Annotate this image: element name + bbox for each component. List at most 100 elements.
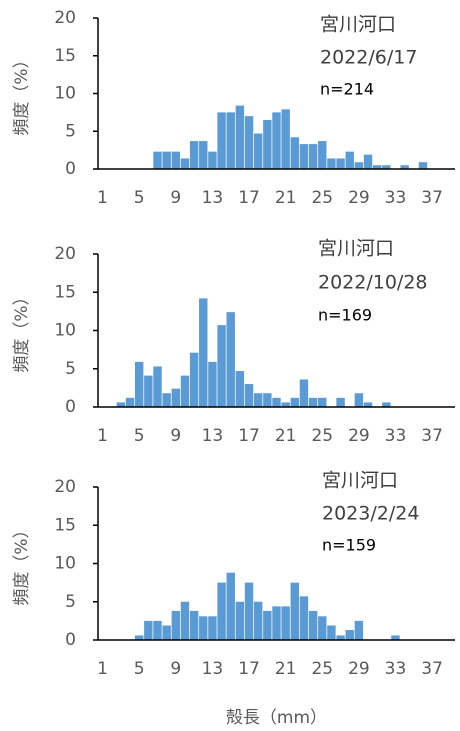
x-tick-label: 5 [134, 188, 145, 208]
x-tick-label: 37 [421, 659, 443, 679]
bar [208, 616, 217, 640]
y-axis-label: 頻度（%） [12, 51, 32, 135]
x-tick-label: 25 [311, 659, 333, 679]
x-tick-label: 37 [421, 426, 443, 446]
bar [253, 601, 263, 640]
y-tick-label: 5 [65, 359, 76, 379]
y-tick-label: 20 [54, 8, 76, 28]
x-tick-label: 29 [348, 426, 370, 446]
x-tick-label: 5 [134, 426, 145, 446]
bar [162, 393, 171, 407]
bar [336, 158, 345, 169]
x-tick-label: 37 [421, 188, 443, 208]
y-tick-label: 20 [54, 244, 76, 264]
bar [299, 144, 309, 169]
x-tick-label: 17 [238, 188, 260, 208]
bar [272, 606, 281, 640]
bar [253, 133, 263, 169]
bar [327, 158, 336, 169]
bar [125, 397, 135, 407]
bar [363, 154, 373, 169]
bar [199, 141, 208, 169]
bar [382, 402, 391, 407]
y-tick-label: 15 [54, 46, 76, 66]
x-tick-label: 21 [275, 188, 297, 208]
bar [162, 625, 171, 640]
bar [336, 635, 345, 640]
bar [134, 361, 144, 407]
bar [327, 625, 336, 640]
bar [299, 596, 309, 640]
bar [134, 635, 144, 640]
y-axis-label: 頻度（%） [12, 288, 32, 372]
y-tick-label: 5 [65, 121, 76, 141]
bar [244, 116, 254, 169]
bar [208, 151, 217, 169]
annotation: n=159 [322, 536, 376, 555]
annotation: 宮川河口 [318, 238, 394, 260]
bar [263, 610, 272, 640]
bar [345, 151, 354, 169]
bar [153, 151, 162, 169]
y-tick-label: 10 [54, 321, 76, 341]
bar [281, 606, 290, 640]
annotation: 2023/2/24 [322, 503, 419, 525]
bar [171, 151, 181, 169]
bar [235, 601, 245, 640]
bar [208, 361, 217, 407]
x-tick-label: 33 [385, 659, 407, 679]
y-tick-label: 0 [65, 630, 76, 650]
x-tick-label: 21 [275, 426, 297, 446]
bar [116, 402, 126, 407]
bar [180, 375, 190, 407]
x-tick-label: 33 [385, 188, 407, 208]
annotation: n=214 [320, 80, 374, 99]
bar [263, 393, 272, 407]
bar [281, 402, 290, 407]
y-tick-label: 5 [65, 592, 76, 612]
x-tick-label: 17 [238, 426, 260, 446]
bar [226, 572, 235, 640]
bar [272, 112, 281, 169]
bar [226, 112, 235, 169]
bar [418, 162, 428, 169]
bar [144, 375, 153, 407]
bar [281, 109, 290, 169]
bar [299, 379, 309, 407]
bar [144, 620, 153, 640]
x-tick-label: 1 [97, 426, 108, 446]
x-tick-label: 9 [170, 426, 181, 446]
bar [290, 582, 300, 640]
x-axis-label: 殻長（mm） [226, 708, 327, 728]
bar [180, 601, 190, 640]
bar [290, 397, 300, 407]
bar [382, 165, 391, 169]
bar [217, 325, 226, 407]
x-tick-label: 29 [348, 659, 370, 679]
bar [354, 620, 364, 640]
annotation: 宮川河口 [320, 14, 396, 36]
x-tick-label: 9 [170, 188, 181, 208]
x-tick-label: 25 [311, 188, 333, 208]
bar [189, 610, 199, 640]
x-tick-label: 21 [275, 659, 297, 679]
x-tick-label: 13 [202, 426, 224, 446]
bar [400, 165, 409, 169]
bar [171, 388, 181, 407]
bar [363, 402, 373, 407]
bar [153, 620, 162, 640]
bar [244, 384, 254, 407]
x-tick-label: 29 [348, 188, 370, 208]
bar [318, 141, 327, 169]
bar [235, 105, 245, 169]
bar [189, 352, 199, 407]
bar [263, 119, 272, 169]
bar [180, 158, 190, 169]
bar [354, 393, 364, 407]
bar [226, 312, 235, 407]
annotation: 宮川河口 [322, 470, 398, 492]
bar [244, 582, 254, 640]
x-tick-label: 5 [134, 659, 145, 679]
y-tick-label: 20 [54, 477, 76, 497]
